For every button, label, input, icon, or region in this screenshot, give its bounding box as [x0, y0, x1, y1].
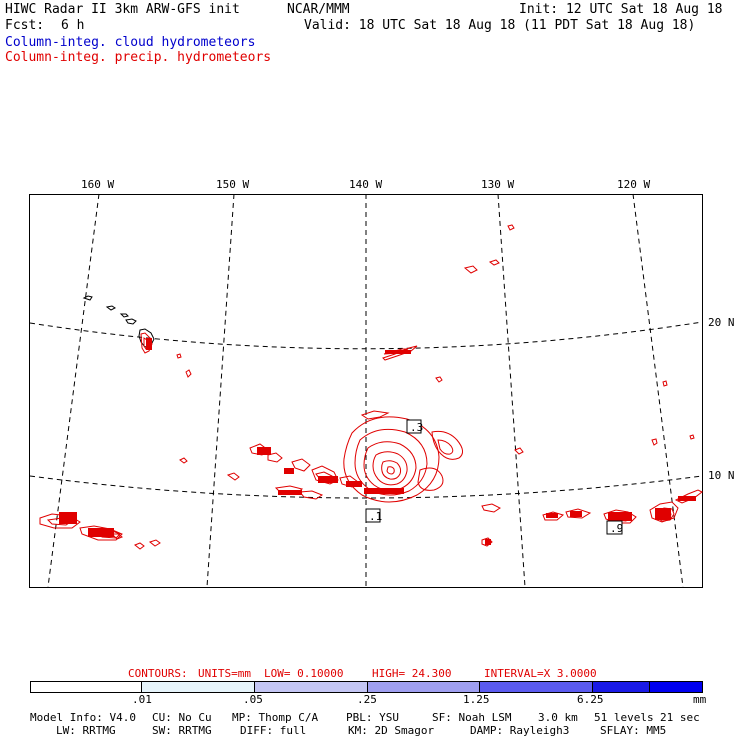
lat-label-10n: 10 N [708, 469, 735, 482]
graticule [29, 193, 703, 588]
colorbar-tick-1: .05 [243, 693, 263, 706]
precip-contours [39, 224, 703, 550]
damp-scheme: DAMP: Rayleigh3 [470, 724, 570, 737]
colorbar-segment-4 [480, 681, 593, 692]
colorbar-tick-3: 1.25 [463, 693, 490, 706]
lon-label-140w: 140 W [349, 178, 382, 191]
precip-specks [59, 338, 696, 545]
pbl-scheme: PBL: YSU [346, 711, 399, 724]
lon-label-120w: 120 W [617, 178, 650, 191]
lw-scheme: LW: RRTMG [56, 724, 116, 737]
colorbar-segment-3 [368, 681, 480, 692]
vertical-levels: 51 levels [594, 711, 654, 724]
sf-scheme: SF: Noah LSM [432, 711, 512, 724]
colorbar-tick-4: 6.25 [577, 693, 604, 706]
field-cloud-label: Column-integ. cloud hydrometeors [5, 35, 256, 50]
max-label-north: .3 [410, 421, 423, 434]
colorbar-segment-2 [255, 681, 368, 692]
contours-units: UNITS=mm [198, 667, 251, 680]
lon-label-160w: 160 W [81, 178, 114, 191]
colorbar-segment-0 [30, 681, 142, 692]
valid-time: Valid: 18 UTC Sat 18 Aug 18 (11 PDT Sat … [304, 18, 696, 33]
lon-label-130w: 130 W [481, 178, 514, 191]
colorbar-frame [30, 681, 703, 693]
forecast-label: Fcst: [5, 18, 45, 33]
lon-label-150w: 150 W [216, 178, 249, 191]
model-info: Model Info: V4.0 [30, 711, 136, 724]
timestep: 21 sec [660, 711, 700, 724]
lat-label-20n: 20 N [708, 316, 735, 329]
parallel-20n [29, 321, 703, 350]
max-label-center: .1 [369, 510, 382, 523]
contours-low: LOW= 0.10000 [264, 667, 344, 680]
colorbar-tick-0: .01 [132, 693, 152, 706]
contours-high: HIGH= 24.300 [372, 667, 452, 680]
contours-label: CONTOURS: [128, 667, 188, 680]
meridian-120w [632, 193, 684, 588]
parallel-10n [29, 475, 703, 499]
km-scheme: KM: 2D Smagor [348, 724, 435, 737]
meridian-130w [497, 193, 526, 588]
mp-scheme: MP: Thomp C/A [232, 711, 319, 724]
colorbar-unit: mm [693, 693, 707, 706]
contours-interval: INTERVAL=X 3.0000 [484, 667, 597, 680]
cu-scheme: CU: No Cu [152, 711, 212, 724]
grid-spacing: 3.0 km [538, 711, 578, 724]
center-label: NCAR/MMM [287, 2, 350, 17]
meridian-160w [47, 193, 100, 588]
forecast-hour: 6 h [61, 18, 85, 33]
diff-scheme: DIFF: full [240, 724, 307, 737]
plot-title: HIWC Radar II 3km ARW-GFS init [5, 2, 240, 17]
colorbar-segment-1 [142, 681, 255, 692]
max-label-east: .9 [610, 522, 623, 535]
colorbar-segment-5 [593, 681, 650, 692]
init-time: Init: 12 UTC Sat 18 Aug 18 [519, 2, 723, 17]
sflay-scheme: SFLAY: MM5 [600, 724, 667, 737]
colorbar-tick-2: .25 [357, 693, 377, 706]
max-labels: .3 .1 .9 [365, 419, 623, 535]
meridian-150w [206, 193, 235, 588]
sw-scheme: SW: RRTMG [152, 724, 212, 737]
field-precip-label: Column-integ. precip. hydrometeors [5, 50, 272, 65]
